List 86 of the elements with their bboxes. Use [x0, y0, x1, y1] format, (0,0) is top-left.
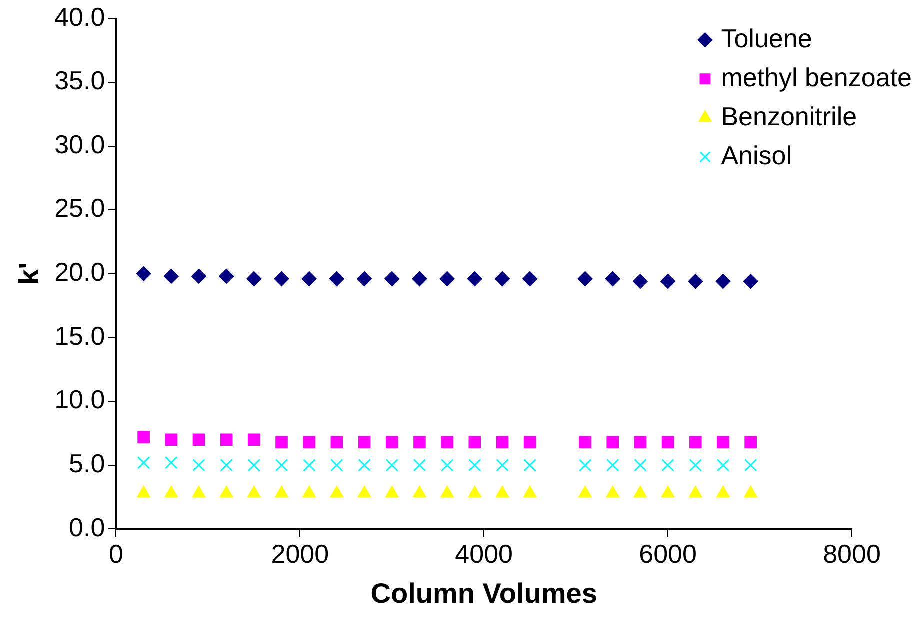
point	[440, 272, 455, 287]
point	[743, 274, 758, 290]
x-tick-label: 8000	[823, 538, 881, 569]
point	[413, 458, 426, 472]
legend-label: Toluene	[721, 23, 812, 54]
point	[165, 434, 178, 446]
point	[524, 436, 536, 449]
point	[660, 274, 676, 290]
point	[136, 266, 152, 282]
point	[578, 272, 593, 287]
y-tick-label: 20.0	[54, 257, 106, 288]
point	[275, 458, 288, 472]
point	[248, 458, 261, 472]
point	[302, 458, 316, 472]
point	[384, 272, 400, 287]
point	[219, 268, 234, 284]
point	[138, 431, 150, 444]
point	[386, 436, 398, 449]
point	[662, 436, 674, 449]
point	[716, 274, 731, 290]
x-tick-label: 0	[108, 538, 124, 569]
point	[164, 456, 178, 470]
point	[358, 436, 371, 449]
y-tick-label: 35.0	[54, 66, 106, 96]
legend-label: Anisol	[721, 140, 792, 170]
point	[248, 434, 260, 446]
point	[744, 436, 757, 449]
point	[716, 458, 730, 472]
point	[302, 272, 317, 287]
y-tick-label: 25.0	[54, 193, 106, 224]
point	[744, 458, 758, 472]
point	[467, 272, 482, 287]
point	[137, 456, 150, 470]
legend-label: Benzonitrile	[721, 101, 858, 132]
point	[191, 268, 206, 284]
point	[662, 458, 674, 472]
point	[386, 458, 399, 472]
y-tick-label: 10.0	[54, 384, 106, 415]
legend-label: methyl benzoate	[721, 62, 912, 92]
y-tick-label: 40.0	[54, 2, 106, 32]
point	[524, 458, 536, 472]
y-tick-label: 15.0	[54, 320, 106, 351]
x-tick-label: 2000	[271, 538, 330, 569]
y-axis-title: k'	[14, 262, 45, 286]
point	[246, 272, 262, 287]
point	[579, 436, 592, 449]
point	[192, 458, 206, 472]
y-tick-label: 30.0	[54, 129, 106, 160]
y-tick-label: 0.0	[69, 512, 106, 542]
point	[276, 436, 288, 449]
point	[496, 458, 509, 472]
point	[220, 434, 233, 446]
point	[522, 272, 538, 287]
point	[440, 458, 454, 472]
point	[634, 436, 647, 449]
point	[606, 436, 620, 449]
point	[303, 436, 316, 449]
point	[441, 436, 454, 449]
point	[689, 458, 702, 472]
point	[357, 272, 372, 287]
point	[414, 436, 426, 449]
point	[330, 436, 344, 449]
point	[164, 268, 179, 284]
point	[494, 272, 510, 287]
point	[468, 436, 482, 449]
point	[605, 272, 620, 287]
point	[689, 436, 702, 449]
point	[717, 436, 730, 449]
point	[220, 458, 233, 472]
point	[192, 434, 206, 446]
y-tick-label: 5.0	[69, 448, 106, 479]
point	[330, 458, 344, 472]
point	[468, 458, 482, 472]
point	[578, 458, 592, 472]
point	[329, 272, 344, 287]
point	[274, 272, 290, 287]
point	[632, 274, 648, 290]
point	[606, 458, 620, 472]
point	[358, 458, 371, 472]
x-tick-label: 6000	[639, 538, 697, 569]
x-axis-title: Column Volumes	[370, 578, 598, 609]
point	[688, 274, 704, 290]
point	[496, 436, 509, 449]
point	[412, 272, 428, 287]
x-tick-label: 4000	[455, 538, 514, 569]
point	[634, 458, 647, 472]
